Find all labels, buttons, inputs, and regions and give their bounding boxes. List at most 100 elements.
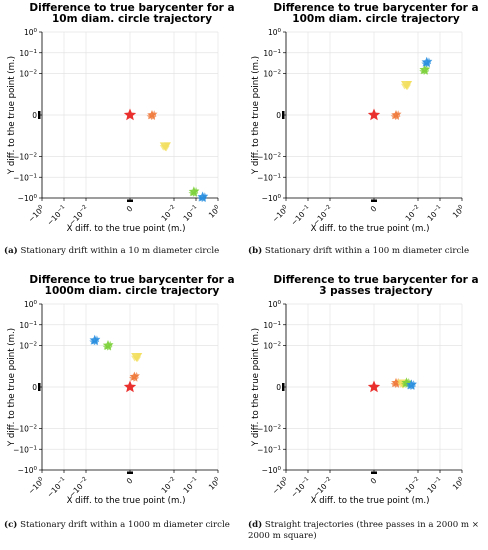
- data-cluster: [102, 340, 114, 351]
- data-point: [367, 380, 381, 393]
- y-tick-label: −10−1: [13, 445, 37, 454]
- panel-b: Difference to true barycenter for a 100m …: [244, 0, 488, 275]
- data-cluster: [123, 108, 137, 121]
- y-tick-label: −100: [262, 194, 282, 203]
- x-tick-label: 0: [125, 476, 135, 486]
- data-point: [163, 142, 171, 148]
- data-point: [367, 108, 381, 121]
- data-point: [422, 68, 430, 75]
- data-cluster: [123, 380, 137, 393]
- caption-a-text: Stationary drift within a 10 m diameter …: [20, 246, 220, 256]
- y-tick-label: −100: [262, 466, 282, 475]
- x-axis-label: X diff. to the true point (m.): [67, 496, 186, 506]
- x-tick-label: 100: [451, 204, 467, 220]
- caption-a: (a) Stationary drift within a 10 m diame…: [4, 246, 240, 257]
- data-cluster: [159, 142, 171, 152]
- caption-c-text: Stationary drift within a 1000 m diamete…: [20, 520, 230, 530]
- y-tick-label: 0: [276, 383, 281, 392]
- data-point: [131, 375, 139, 382]
- y-tick-label: 100: [268, 28, 282, 37]
- caption-b-tag: (b): [248, 246, 263, 256]
- x-tick-label: 0: [369, 204, 379, 214]
- chart-title-line: 100m diam. circle trajectory: [292, 13, 460, 25]
- data-point: [123, 380, 137, 393]
- data-point: [393, 381, 401, 388]
- data-point: [162, 145, 170, 152]
- x-axis-label: X diff. to the true point (m.): [67, 224, 186, 234]
- y-tick-label: −10−2: [13, 153, 37, 162]
- data-cluster: [367, 380, 381, 393]
- chart-title-line: Difference to true barycenter for a: [273, 274, 478, 286]
- y-tick-label: 10−1: [19, 49, 37, 58]
- x-tick-label: −100: [270, 476, 290, 496]
- chart-d: Difference to true barycenter for a3 pas…: [251, 274, 479, 506]
- data-point: [149, 113, 157, 121]
- chart-title-line: Difference to true barycenter for a: [273, 2, 478, 14]
- x-tick-label: 100: [207, 204, 223, 220]
- data-cluster: [128, 371, 141, 382]
- x-tick-label: 0: [369, 476, 379, 486]
- caption-a-tag: (a): [4, 246, 18, 256]
- chart-title-line: 1000m diam. circle trajectory: [45, 285, 220, 297]
- y-axis-label: Y diff. to the true point (m.): [251, 56, 261, 175]
- y-tick-label: 10−1: [263, 321, 281, 330]
- y-tick-label: 100: [24, 28, 38, 37]
- y-tick-label: 0: [32, 383, 37, 392]
- caption-b: (b) Stationary drift within a 100 m diam…: [248, 246, 484, 257]
- caption-d: (d) Straight trajectories (three passes …: [248, 520, 484, 542]
- x-tick-label: 10−2: [404, 476, 423, 495]
- y-tick-label: −100: [18, 194, 38, 203]
- y-tick-label: −10−1: [13, 173, 37, 182]
- data-point: [123, 108, 137, 121]
- caption-d-tag: (d): [248, 520, 263, 530]
- data-cluster: [367, 108, 381, 121]
- y-tick-label: −100: [18, 466, 38, 475]
- data-point: [405, 81, 413, 87]
- chart-title-line: Difference to true barycenter for a: [29, 2, 234, 14]
- y-tick-label: −10−2: [257, 425, 281, 434]
- x-tick-label: −10−1: [289, 204, 312, 227]
- y-tick-label: 10−1: [263, 49, 281, 58]
- data-point: [134, 356, 142, 363]
- data-cluster: [400, 81, 413, 91]
- x-tick-label: −100: [26, 204, 46, 224]
- data-cluster: [146, 110, 158, 121]
- x-tick-label: 10−1: [182, 476, 201, 495]
- data-cluster: [131, 353, 143, 363]
- y-tick-label: −10−2: [13, 425, 37, 434]
- y-axis-label: Y diff. to the true point (m.): [7, 56, 17, 175]
- x-tick-label: 10−1: [426, 476, 445, 495]
- chart-title-line: 3 passes trajectory: [319, 285, 433, 297]
- panel-c: Difference to true barycenter for a 1000m…: [0, 272, 244, 547]
- y-tick-label: 100: [268, 300, 282, 309]
- x-tick-label: 10−2: [160, 204, 179, 223]
- y-tick-label: −10−1: [257, 173, 281, 182]
- data-cluster: [89, 334, 101, 346]
- y-tick-label: 10−2: [263, 342, 281, 351]
- y-tick-label: 0: [32, 111, 37, 120]
- x-tick-label: 10−2: [160, 476, 179, 495]
- x-tick-label: −10−1: [289, 476, 312, 499]
- data-point: [105, 344, 113, 351]
- data-cluster: [197, 191, 209, 203]
- x-tick-label: 10−1: [182, 204, 201, 223]
- x-tick-label: −100: [270, 204, 290, 224]
- data-cluster: [390, 110, 402, 121]
- y-tick-label: 10−2: [19, 70, 37, 79]
- y-tick-label: 10−2: [19, 342, 37, 351]
- x-tick-label: 100: [207, 476, 223, 492]
- data-point: [200, 195, 208, 203]
- data-cluster: [405, 379, 417, 391]
- x-tick-label: −10−1: [45, 476, 68, 499]
- panel-a: Difference to true barycenter for a 10m d…: [0, 0, 244, 275]
- data-point: [403, 84, 411, 91]
- x-axis-label: X diff. to the true point (m.): [311, 224, 430, 234]
- x-tick-label: 10−2: [404, 204, 423, 223]
- data-point: [408, 383, 416, 391]
- y-axis-label: Y diff. to the true point (m.): [251, 328, 261, 447]
- chart-c: Difference to true barycenter for a1000m…: [7, 274, 235, 506]
- x-tick-label: −10−1: [45, 204, 68, 227]
- data-cluster: [421, 56, 433, 68]
